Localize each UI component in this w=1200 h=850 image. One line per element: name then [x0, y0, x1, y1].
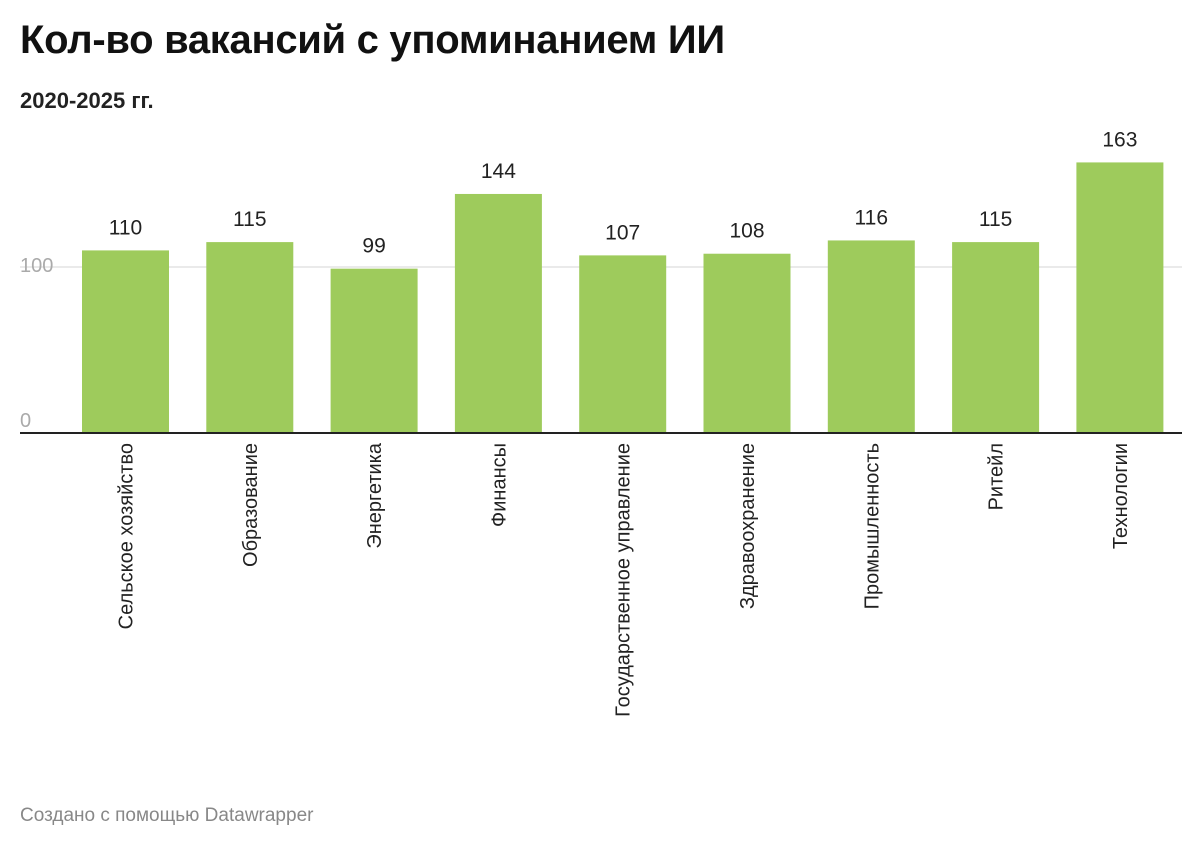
chart-subtitle: 2020-2025 гг.	[20, 88, 154, 113]
y-tick-label-0: 0	[20, 410, 31, 432]
value-label-2: 115	[233, 208, 266, 231]
value-label-1: 110	[109, 216, 142, 239]
value-label-4: 144	[481, 160, 516, 183]
bar-8	[952, 242, 1040, 433]
bar-4	[454, 193, 542, 433]
category-label-3: Энергетика	[364, 442, 386, 549]
category-label-1: Сельское хозяйство	[116, 443, 138, 629]
category-label-9: Технологии	[1110, 443, 1132, 549]
value-label-8: 115	[979, 208, 1012, 231]
value-label-5: 107	[605, 221, 640, 244]
value-label-6: 108	[729, 220, 764, 243]
value-label-9: 163	[1102, 128, 1137, 151]
category-label-5: Государственное управление	[613, 443, 635, 717]
bar-7	[827, 240, 915, 433]
bar-6	[703, 253, 791, 433]
bar-1	[82, 250, 169, 433]
category-label-6: Здравоохранение	[737, 443, 759, 609]
category-label-7: Промышленность	[861, 443, 883, 609]
bar-5	[579, 255, 667, 433]
bar-9	[1076, 162, 1164, 434]
value-label-3: 99	[362, 235, 385, 258]
bar-chart: 0 100 110 Сельское хозяйство 115 Образование 9…	[20, 128, 1182, 717]
value-label-7: 116	[855, 206, 888, 229]
category-label-8: Ритейл	[986, 443, 1008, 510]
y-tick-label-100: 100	[20, 255, 53, 277]
bar-2	[206, 242, 294, 433]
category-label-2: Образование	[240, 443, 262, 567]
bar-3	[330, 268, 418, 433]
category-label-4: Финансы	[488, 443, 510, 527]
chart-title: Кол-во вакансий с упоминанием ИИ	[20, 18, 725, 62]
footer-credit: Создано с помощью Datawrapper	[20, 805, 314, 826]
